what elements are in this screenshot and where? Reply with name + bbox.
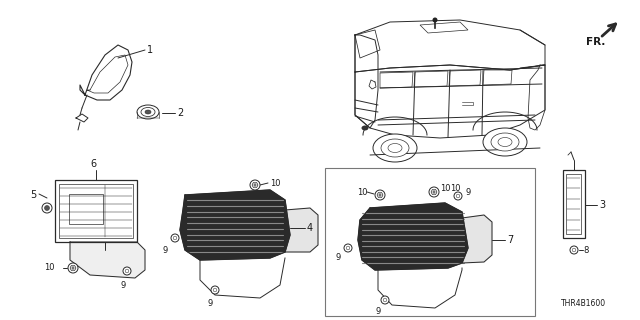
Ellipse shape	[145, 110, 151, 114]
Text: 9: 9	[207, 299, 212, 308]
Bar	[55, 180, 137, 242]
Ellipse shape	[68, 263, 78, 273]
Text: 10: 10	[270, 179, 280, 188]
Ellipse shape	[137, 105, 159, 119]
Text: 10: 10	[358, 188, 368, 196]
Text: 9: 9	[465, 188, 470, 196]
Ellipse shape	[570, 246, 578, 254]
Ellipse shape	[483, 128, 527, 156]
Text: 4: 4	[307, 223, 313, 233]
Text: 9: 9	[376, 308, 381, 316]
Text: 10: 10	[45, 263, 55, 273]
Text: 10: 10	[450, 183, 461, 193]
Ellipse shape	[375, 190, 385, 200]
Ellipse shape	[491, 133, 519, 151]
Ellipse shape	[381, 139, 409, 157]
Polygon shape	[462, 215, 492, 263]
Ellipse shape	[171, 234, 179, 242]
Bar	[69, 194, 103, 224]
Text: 6: 6	[90, 159, 96, 169]
Ellipse shape	[344, 244, 352, 252]
Text: 9: 9	[335, 253, 340, 262]
Text: 7: 7	[507, 235, 513, 245]
Text: THR4B1600: THR4B1600	[561, 299, 606, 308]
Polygon shape	[285, 208, 318, 252]
Text: 8: 8	[583, 245, 588, 254]
Ellipse shape	[42, 203, 52, 213]
Polygon shape	[70, 242, 145, 278]
Text: 2: 2	[177, 108, 183, 118]
Bar	[563, 170, 585, 238]
Ellipse shape	[362, 125, 369, 131]
Text: 5: 5	[30, 190, 36, 200]
Bar	[325, 168, 535, 316]
Ellipse shape	[433, 18, 438, 22]
Polygon shape	[180, 190, 290, 260]
Ellipse shape	[454, 192, 462, 200]
Ellipse shape	[250, 180, 260, 190]
Text: 9: 9	[163, 245, 168, 254]
Text: 10: 10	[440, 183, 451, 193]
Text: 9: 9	[120, 281, 125, 290]
Text: 1: 1	[147, 45, 153, 55]
Ellipse shape	[429, 187, 439, 197]
Ellipse shape	[211, 286, 219, 294]
Text: 3: 3	[599, 200, 605, 210]
Ellipse shape	[123, 267, 131, 275]
Polygon shape	[358, 203, 468, 270]
Text: FR.: FR.	[586, 37, 605, 47]
Ellipse shape	[373, 134, 417, 162]
Ellipse shape	[45, 205, 49, 211]
Bar	[59, 184, 133, 238]
Ellipse shape	[381, 296, 389, 304]
Bar	[566, 174, 581, 234]
